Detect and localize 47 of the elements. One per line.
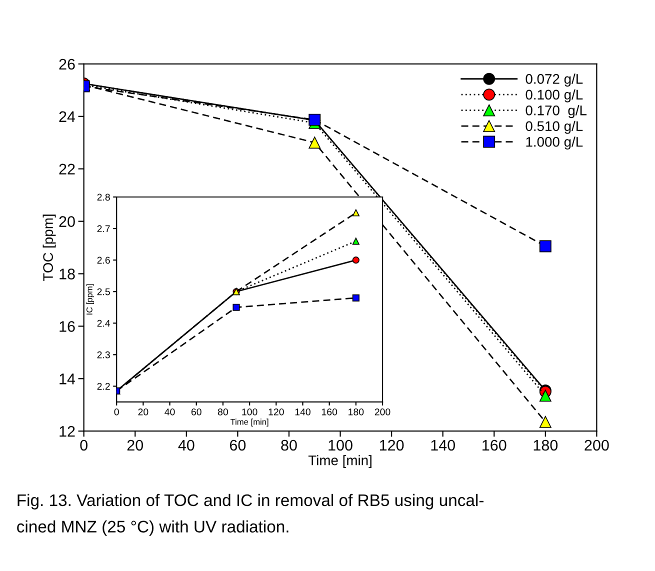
x-tick-label: 0 [80,440,88,451]
x-tick-label: 200 [584,440,609,451]
legend-label: 0.510 g/L [526,120,583,134]
x-tick-label: 40 [178,440,194,451]
y-tick-label: 2.2 [97,382,110,390]
x-tick-label: 80 [281,440,297,451]
x-tick-label: 60 [230,440,246,451]
x-tick-label: 180 [534,440,558,451]
y-tick-label: 22 [59,164,75,174]
y-tick-label: 2.6 [97,256,110,264]
legend-label: 1.000 g/L [526,136,583,150]
x-tick-label: 160 [482,440,506,451]
x-tick-label: 100 [242,408,258,416]
x-tick-label: 60 [191,408,202,416]
y-tick-label: 2.5 [97,288,110,296]
x-tick-label: 200 [374,408,390,416]
y-axis-title: TOC [ppm] [42,214,56,282]
y-tick-label: 2.4 [97,320,110,327]
caption: Fig. 13. Variation of TOC and IC in removal of RB5 using uncal- cined MNZ (25 °C) with UV radiation. [17,494,484,536]
x-tick-label: 120 [268,408,284,416]
y-tick-label: 16 [60,321,75,332]
x-tick-label: 100 [328,440,352,451]
x-axis-title: Time [min] [308,455,372,468]
x-tick-label: 180 [348,408,364,416]
x-tick-label: 40 [164,408,175,416]
y-tick-label: 26 [59,58,75,70]
legend-label: 0.072 g/L [526,74,583,87]
y-tick-label: 2.7 [97,225,110,232]
y-tick-label: 24 [59,111,76,122]
y-tick-label: 12 [60,426,75,437]
x-tick-label: 20 [138,408,148,416]
y-tick-label: 18 [60,268,75,280]
y-tick-label: 2.8 [97,194,110,201]
y-tick-label: 2.3 [97,351,110,358]
legend-label: 0.100 g/L [526,89,583,102]
y-tick-label: 14 [60,374,76,384]
x-tick-label: 80 [218,408,228,416]
x-axis-title: Time [min] [230,418,268,426]
x-tick-label: 140 [431,440,455,451]
y-tick-label: 20 [59,216,75,227]
x-tick-label: 160 [322,408,338,416]
x-tick-label: 120 [380,440,404,451]
x-tick-label: 0 [114,408,119,416]
y-axis-title: IC [ppm] [86,284,94,314]
x-tick-label: 140 [295,408,310,416]
legend-label: 0.170 g/L [526,105,587,118]
x-tick-label: 20 [127,440,144,451]
